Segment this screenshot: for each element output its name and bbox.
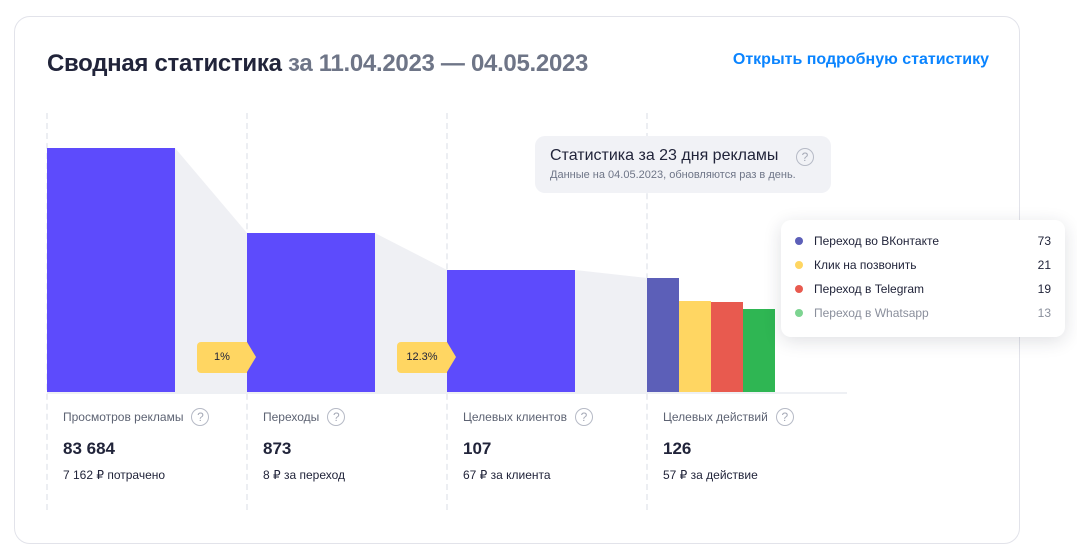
- question-circle-icon[interactable]: ?: [327, 408, 346, 426]
- legend-label: Переход в Whatsapp: [814, 306, 929, 320]
- question-circle-icon[interactable]: ?: [191, 408, 210, 426]
- metric-subtext: 8 ₽ за переход: [263, 468, 346, 482]
- legend-item-call: Клик на позвонить 21: [795, 253, 1051, 277]
- metric-value: 126: [663, 439, 692, 458]
- title-text: Сводная статистика: [47, 50, 282, 77]
- legend-dot-icon: [795, 309, 803, 317]
- legend-dot-icon: [795, 237, 803, 245]
- open-detailed-stats-link[interactable]: Открыть подробную статистику: [732, 51, 989, 68]
- metric-clicks: Переходы? 873 8 ₽ за переход: [263, 408, 346, 482]
- metric-subtext: 57 ₽ за действие: [663, 468, 758, 482]
- conversion-tag: 1%: [197, 342, 256, 373]
- metric-target-actions: Целевых действий? 126 57 ₽ за действие: [663, 408, 794, 482]
- legend-item-whatsapp: Переход в Whatsapp 13: [795, 301, 1051, 325]
- info-subtitle: Данные на 04.05.2023, обновляются раз в …: [550, 169, 796, 181]
- metric-value: 107: [463, 439, 492, 458]
- info-title: Статистика за 23 дня рекламы: [550, 147, 779, 164]
- legend-value: 73: [1037, 234, 1051, 248]
- metric-label: Целевых действий: [663, 410, 768, 424]
- question-circle-icon[interactable]: ?: [796, 148, 814, 166]
- stats-period-info: Статистика за 23 дня рекламы Данные на 0…: [535, 136, 831, 193]
- bar-clicks[interactable]: [247, 233, 375, 392]
- conversion-tag: 12.3%: [397, 342, 456, 373]
- legend-label: Переход в Telegram: [814, 282, 925, 296]
- page-title: Сводная статистика за 11.04.2023 — 04.05…: [47, 50, 588, 78]
- bar-action-telegram[interactable]: [711, 302, 743, 392]
- legend-item-vkontakte: Переход во ВКонтакте 73: [795, 229, 1051, 253]
- metric-label: Просмотров рекламы: [63, 410, 184, 424]
- bar-target-clients[interactable]: [447, 270, 575, 392]
- metric-ad-views: Просмотров рекламы? 83 684 7 162 ₽ потра…: [63, 408, 210, 482]
- metric-value: 873: [263, 439, 292, 458]
- legend-value: 21: [1037, 258, 1051, 272]
- metric-label: Целевых клиентов: [463, 410, 567, 424]
- bar-ad-views[interactable]: [47, 148, 175, 392]
- legend-dot-icon: [795, 285, 803, 293]
- metric-subtext: 67 ₽ за клиента: [463, 468, 551, 482]
- actions-breakdown-popup: Переход во ВКонтакте 73 Клик на позвонит…: [781, 220, 1065, 337]
- metric-value: 83 684: [63, 439, 115, 458]
- chart-baseline: [47, 392, 847, 394]
- bar-action-vkontakte[interactable]: [647, 278, 679, 392]
- metric-label: Переходы: [263, 410, 320, 424]
- bar-action-call[interactable]: [679, 301, 711, 392]
- legend-dot-icon: [795, 261, 803, 269]
- legend-item-telegram: Переход в Telegram 19: [795, 277, 1051, 301]
- bar-action-whatsapp[interactable]: [743, 309, 775, 392]
- legend-label: Переход во ВКонтакте: [814, 234, 939, 248]
- legend-value: 19: [1037, 282, 1051, 296]
- legend-label: Клик на позвонить: [814, 258, 917, 272]
- date-range: за 11.04.2023 — 04.05.2023: [288, 50, 589, 77]
- legend-value: 13: [1037, 306, 1051, 320]
- question-circle-icon[interactable]: ?: [775, 408, 794, 426]
- question-circle-icon[interactable]: ?: [574, 408, 593, 426]
- metric-target-clients: Целевых клиентов? 107 67 ₽ за клиента: [463, 408, 593, 482]
- metric-subtext: 7 162 ₽ потрачено: [63, 468, 166, 482]
